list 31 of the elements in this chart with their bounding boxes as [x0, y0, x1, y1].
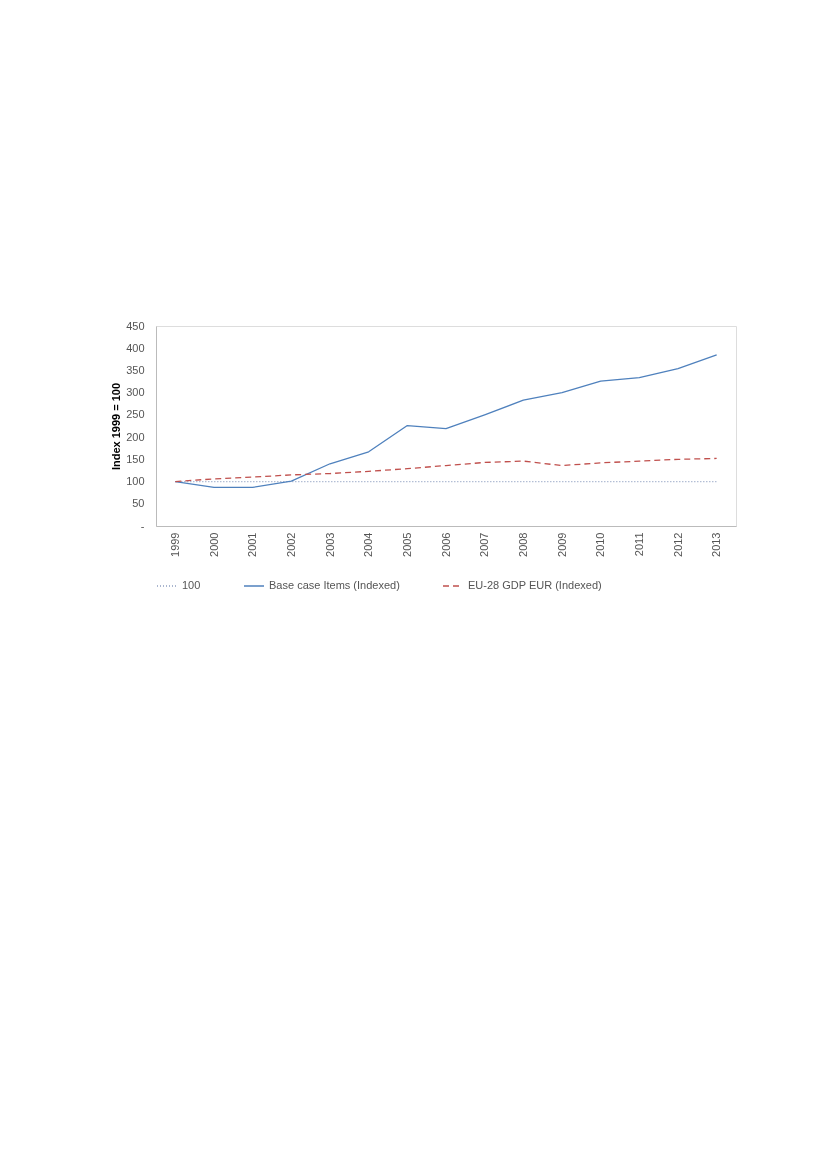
y-axis-title: Index 1999 = 100 [110, 382, 123, 471]
x-tick-label: 2000 [207, 532, 220, 557]
y-tick-label: 50 [132, 497, 145, 510]
legend-label: Base case Items (Indexed) [269, 579, 400, 591]
x-tick-label: 2004 [362, 532, 375, 557]
y-tick-label: 300 [126, 386, 145, 399]
y-tick-label: 150 [126, 452, 145, 465]
legend-label: EU-28 GDP EUR (Indexed) [468, 579, 602, 591]
x-tick-label: 2009 [555, 532, 568, 557]
x-tick-label: 2013 [710, 532, 723, 557]
y-tick-label: 400 [126, 341, 145, 354]
line-series [174, 354, 718, 488]
x-tick-label: 2011 [632, 532, 645, 557]
y-tick-label: 450 [126, 319, 145, 332]
x-tick-label: 2002 [284, 532, 297, 557]
y-tick-label: - [140, 519, 145, 532]
x-tick-label: 2012 [671, 532, 684, 557]
y-tick-label: 100 [126, 475, 145, 488]
x-tick-label: 2006 [439, 532, 452, 557]
y-tick-label: 350 [126, 363, 145, 376]
x-tick-label: 2008 [516, 532, 529, 557]
x-tick-label: 2003 [323, 532, 336, 557]
x-tick-label: 2007 [478, 532, 491, 557]
x-tick-label: 1999 [168, 532, 181, 557]
line-series [174, 457, 718, 483]
x-tick-label: 2005 [400, 532, 413, 557]
x-tick-label: 2010 [594, 532, 607, 557]
y-tick-label: 250 [126, 408, 145, 421]
y-tick-label: 200 [126, 430, 145, 443]
legend-label: 100 [182, 579, 201, 591]
x-tick-label: 2001 [246, 532, 259, 557]
